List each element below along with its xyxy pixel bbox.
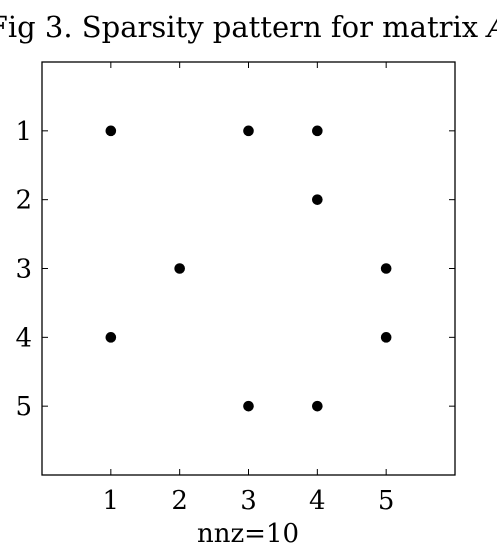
nonzero-point-r1-c3 <box>243 125 254 137</box>
x-axis-label: nnz=10 <box>197 519 299 549</box>
chart-title-text: Fig 3. Sparsity pattern for matrix <box>0 10 487 44</box>
axis-tick-labels: 1 2 3 4 5 1 2 3 4 5 <box>15 117 394 516</box>
nonzero-point-r1-c1 <box>105 125 117 137</box>
x-tick-label-5: 5 <box>378 486 395 516</box>
nonzero-point-r5-c3 <box>243 400 254 412</box>
x-tick-label-2: 2 <box>171 486 188 516</box>
y-tick-label-4: 4 <box>15 323 32 353</box>
nonzero-point-r4-c5 <box>380 332 392 343</box>
chart-title: Fig 3. Sparsity pattern for matrix A <box>0 10 497 44</box>
nonzero-point-r3-c2 <box>174 263 185 274</box>
nonzero-point-r1-c4 <box>312 125 323 137</box>
nonzero-point-r3-c5 <box>380 263 392 274</box>
plot-frame <box>41 61 456 476</box>
y-tick-label-2: 2 <box>15 186 32 216</box>
x-tick-label-1: 1 <box>103 486 120 516</box>
nonzero-point-r4-c1 <box>105 332 117 343</box>
x-tick-label-3: 3 <box>240 486 257 516</box>
x-tick-label-4: 4 <box>309 486 326 516</box>
nonzero-point-r5-c4 <box>312 400 323 412</box>
y-tick-label-3: 3 <box>15 255 32 285</box>
axis-ticks <box>42 62 455 475</box>
y-tick-label-5: 5 <box>15 392 32 422</box>
nonzero-point-r2-c4 <box>312 194 323 205</box>
y-tick-label-1: 1 <box>15 117 32 147</box>
chart-title-symbol: A <box>484 10 497 44</box>
data-points <box>105 125 392 412</box>
